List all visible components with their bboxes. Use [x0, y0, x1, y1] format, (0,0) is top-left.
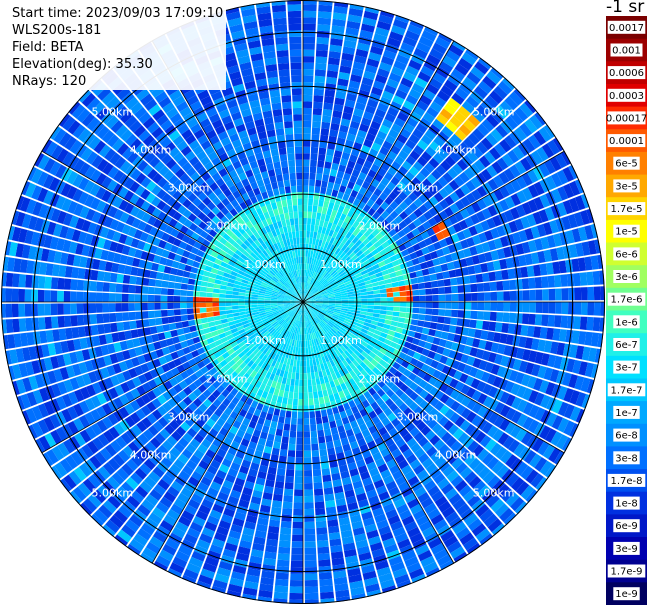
colorbar-label-box [613, 451, 640, 465]
range-label: 2.00km [206, 220, 248, 233]
colorbar-label-box [613, 496, 640, 510]
azimuth-line [41, 301, 304, 454]
colorbar-label: 0.00017 [606, 113, 647, 124]
colorbar-label-box [613, 541, 640, 555]
azimuth-line [41, 150, 304, 303]
colorbar-unit-label: -1 sr [606, 0, 645, 17]
colorbar: 0.0017 0.001 0.0006 0.0003 0.00017 0.0001 6e-5… [606, 16, 647, 605]
colorbar-label-box [610, 43, 643, 57]
colorbar-label-box [613, 156, 640, 170]
instrument-text: WLS200s-181 [12, 23, 102, 38]
colorbar-label-box [613, 247, 640, 261]
colorbar-label: 3e-6 [615, 272, 638, 283]
colorbar-label: 1e-5 [615, 227, 638, 238]
colorbar-label: 1e-7 [615, 408, 638, 419]
colorbar-label-box [607, 383, 646, 397]
range-label: 2.00km [359, 372, 401, 385]
scan-info-box: Start time: 2023/09/03 17:09:10 WLS200s-… [11, 5, 227, 90]
colorbar-label-box [607, 473, 646, 487]
range-grid [1, 0, 605, 604]
range-label: 4.00km [130, 449, 172, 462]
range-labels: 1.00km 1.00km 1.00km 1.00km 2.00km 2.00km 2.00… [92, 105, 515, 499]
colorbar-label-box [607, 202, 646, 216]
colorbar-label: 6e-9 [615, 521, 638, 532]
colorbar-label-box [607, 88, 646, 102]
colorbar-label: 0.001 [612, 46, 641, 57]
colorbar-label-box [613, 315, 640, 329]
colorbar-label-box [613, 405, 640, 419]
range-label: 5.00km [92, 105, 134, 118]
colorbar-label: 6e-6 [615, 249, 638, 260]
colorbar-label-box [613, 519, 640, 533]
colorbar-label-box [607, 292, 646, 306]
azimuth-line [151, 301, 304, 564]
azimuth-line [302, 301, 565, 454]
colorbar-label: 3e-5 [615, 181, 638, 192]
colorbar-label-box [613, 360, 640, 374]
range-label: 5.00km [473, 487, 515, 500]
colorbar-label-box [613, 428, 640, 442]
colorbar-label: 1e-8 [615, 499, 638, 510]
colorbar-label-box [613, 270, 640, 283]
colorbar-label: 6e-8 [615, 431, 638, 442]
range-label: 1.00km [244, 258, 286, 271]
elevation-text: Elevation(deg): 35.30 [12, 57, 153, 72]
colorbar-label: 1.7e-7 [610, 385, 642, 396]
colorbar-label-box [607, 20, 646, 34]
range-label: 2.00km [206, 372, 248, 385]
colorbar-label: 0.0003 [609, 91, 644, 102]
colorbar-label: 1.7e-8 [610, 476, 642, 487]
colorbar-label: 3e-7 [615, 363, 638, 374]
range-label: 1.00km [244, 334, 286, 347]
range-label: 3.00km [168, 410, 210, 423]
colorbar-label-box [607, 66, 646, 80]
range-label: 3.00km [168, 182, 210, 195]
colorbar-label: 1.7e-5 [610, 204, 642, 215]
colorbar-label: 0.0006 [609, 68, 644, 79]
colorbar-label: 1e-6 [615, 317, 638, 328]
range-label: 5.00km [473, 105, 515, 118]
range-label: 4.00km [130, 144, 172, 157]
colorbar-label-box [607, 134, 646, 148]
range-label: 1.00km [320, 258, 362, 271]
azimuth-line [302, 40, 455, 303]
range-label: 3.00km [397, 182, 439, 195]
colorbar-label: 6e-7 [615, 340, 638, 351]
nrays-text: NRays: 120 [12, 74, 87, 89]
field-text: Field: BETA [12, 40, 84, 55]
colorbar-label: 3e-8 [615, 453, 638, 464]
range-label: 3.00km [397, 410, 439, 423]
colorbar-label: 6e-5 [615, 159, 638, 170]
colorbar-label: 1.7e-9 [610, 567, 642, 578]
radial-data-field [1, 0, 605, 604]
range-label: 5.00km [92, 487, 134, 500]
start-time-text: Start time: 2023/09/03 17:09:10 [12, 6, 224, 21]
colorbar-label-box [613, 338, 640, 351]
range-label: 4.00km [435, 449, 477, 462]
colorbar-label-box [613, 587, 640, 601]
range-label: 2.00km [359, 220, 401, 233]
range-label: 1.00km [320, 334, 362, 347]
colorbar-label-box [607, 111, 646, 125]
colorbar-label: 1e-9 [615, 589, 638, 600]
colorbar-label-box [613, 179, 640, 193]
colorbar-label: 3e-9 [615, 544, 638, 555]
colorbar-label: 0.0001 [609, 136, 644, 147]
azimuth-line [302, 150, 565, 303]
colorbar-label-box [607, 564, 646, 578]
range-label: 4.00km [435, 144, 477, 157]
colorbar-label-box [613, 224, 640, 238]
ppi-scan-plot: 1.00km 1.00km 1.00km 1.00km 2.00km 2.00km 2.00… [1, 0, 605, 604]
azimuth-line [302, 301, 455, 564]
colorbar-label: 1.7e-6 [610, 295, 642, 306]
colorbar-label: 0.0017 [609, 23, 644, 34]
